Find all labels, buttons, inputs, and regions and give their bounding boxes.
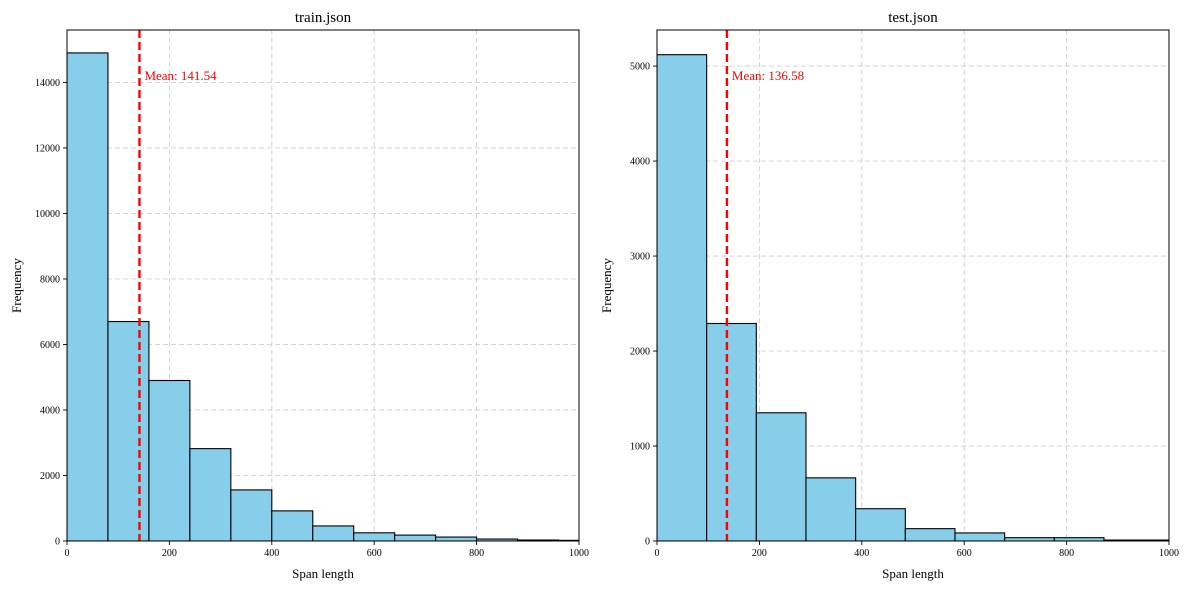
histogram-bar [706,322,757,541]
axes-frame [656,29,1170,542]
y-tick-label: 1000 [630,442,650,453]
histogram-bar [855,508,906,541]
histogram-bar [954,532,1006,541]
x-tick-label: 400 [264,548,279,559]
x-tick-label: 0 [655,548,660,559]
chart-title: test.json [888,10,938,26]
x-axis-label: Span length [882,566,944,581]
y-tick-label: 10000 [35,209,60,220]
x-tick-label: 800 [1059,548,1074,559]
mean-label: Mean: 141.54 [144,68,217,83]
histogram-bar [271,510,314,541]
y-axis-label: Frequency [9,258,24,313]
y-tick-label: 0 [645,537,650,548]
histogram-bar [189,448,232,541]
x-tick-label: 600 [957,548,972,559]
y-tick-label: 14000 [35,78,60,89]
x-tick-label: 200 [162,548,177,559]
y-tick-label: 3000 [630,252,650,263]
x-tick-label: 800 [469,548,484,559]
y-tick-label: 12000 [35,143,60,154]
histogram-bar [230,489,273,541]
histogram-bars [67,52,579,541]
y-tick-label: 0 [55,537,60,548]
x-axis-label: Span length [292,566,354,581]
histogram-bar [67,52,109,541]
histogram-bar [657,54,708,541]
histogram-bar [353,532,396,541]
histogram-bar [148,379,191,541]
histogram-bar [904,528,956,541]
histogram-bar [107,320,150,541]
histogram-bar [805,477,857,541]
axes-frame [66,29,580,542]
chart-title: train.json [295,10,352,26]
x-tick-label: 1000 [569,548,589,559]
y-tick-label: 4000 [630,157,650,168]
chart-panel-1: Mean: 141.540 200 400 600 800 100002000400060… [9,10,589,581]
y-axis-label: Frequency [599,258,614,313]
y-tick-label: 2000 [40,471,60,482]
histogram-bar [1053,537,1105,541]
histogram-bar [394,534,437,541]
histogram-bar [755,412,807,541]
y-tick-label: 8000 [40,274,60,285]
y-tick-label: 4000 [40,405,60,416]
x-tick-label: 400 [854,548,869,559]
mean-label: Mean: 136.58 [732,68,804,83]
x-tick-label: 200 [752,548,767,559]
x-tick-label: 1000 [1159,548,1179,559]
x-tick-label: 600 [367,548,382,559]
y-tick-label: 6000 [40,340,60,351]
chart-panel-2: Mean: 136.58 0 200 400 600 800 1000 0 1000 2000 30… [599,10,1179,581]
histogram-bar [312,525,355,541]
y-tick-label: 2000 [630,347,650,358]
histogram-bars [657,54,1169,541]
x-tick-label: 0 [65,548,70,559]
y-tick-label: 5000 [630,62,650,73]
histogram-bar [435,536,478,541]
